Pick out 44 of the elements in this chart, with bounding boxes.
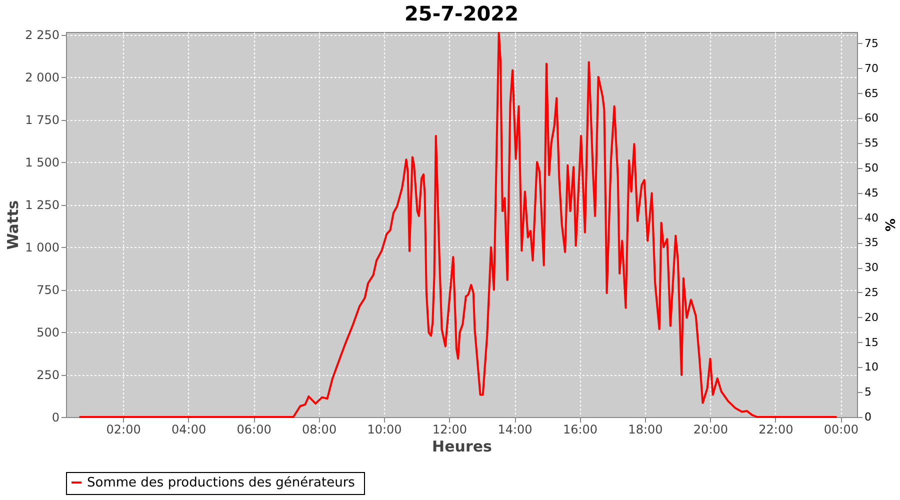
y2-tick-label: 50	[864, 161, 878, 174]
y2-tick-label: 5	[864, 386, 872, 399]
x-axis-title: Heures	[432, 438, 492, 456]
y2-tick-label: 60	[864, 112, 878, 125]
line-series	[78, 32, 838, 418]
y-tick-label: 2 000	[25, 70, 60, 85]
y2-tick-label: 70	[864, 62, 878, 75]
y-tick-label: 1 000	[25, 240, 60, 255]
y-tick-label: 500	[36, 326, 60, 340]
y-axis-title: Watts	[4, 200, 22, 250]
x-tick-label: 12:00	[432, 422, 468, 436]
y-tick-label: 1 750	[25, 113, 60, 128]
y2-tick-label: 20	[864, 310, 878, 324]
y2-tick-label: 10	[864, 360, 878, 374]
x-tick-label: 06:00	[236, 422, 272, 436]
y2-tick-label: 25	[864, 286, 878, 299]
x-tick-label: 10:00	[367, 422, 402, 436]
y2-tick-label: 55	[864, 136, 878, 150]
x-tick-label: 14:00	[498, 422, 532, 436]
y-tick-label: 750	[36, 283, 60, 298]
chart-title: 25-7-2022	[404, 2, 519, 26]
y-tick-label: 250	[36, 368, 60, 382]
x-tick-label: 22:00	[758, 422, 794, 436]
x-tick-label: 00:00	[824, 422, 858, 436]
y-tick-label: 1 500	[25, 156, 60, 170]
y2-tick-label: 30	[864, 261, 878, 274]
x-tick-label: 20:00	[693, 422, 728, 436]
x-tick-label: 08:00	[302, 422, 337, 436]
x-tick-label: 16:00	[562, 422, 598, 436]
y2-tick-label: 0	[864, 410, 872, 424]
y-tick-label: 1 250	[25, 198, 60, 212]
y-tick-label: 0	[52, 410, 60, 424]
y2-tick-label: 65	[864, 86, 878, 100]
y2-tick-label: 35	[864, 236, 878, 250]
y2-tick-label: 75	[864, 36, 878, 50]
legend-label: Somme des productions des générateurs	[87, 476, 356, 490]
y2-tick-label: 40	[864, 211, 878, 224]
y-tick-label: 2 250	[25, 28, 60, 42]
x-tick-label: 02:00	[106, 422, 141, 436]
y2-axis-title: %	[881, 218, 896, 232]
y2-tick-label: 45	[864, 186, 878, 200]
x-tick-label: 04:00	[172, 422, 206, 436]
y2-tick-label: 15	[864, 336, 878, 349]
x-tick-label: 18:00	[628, 422, 663, 436]
